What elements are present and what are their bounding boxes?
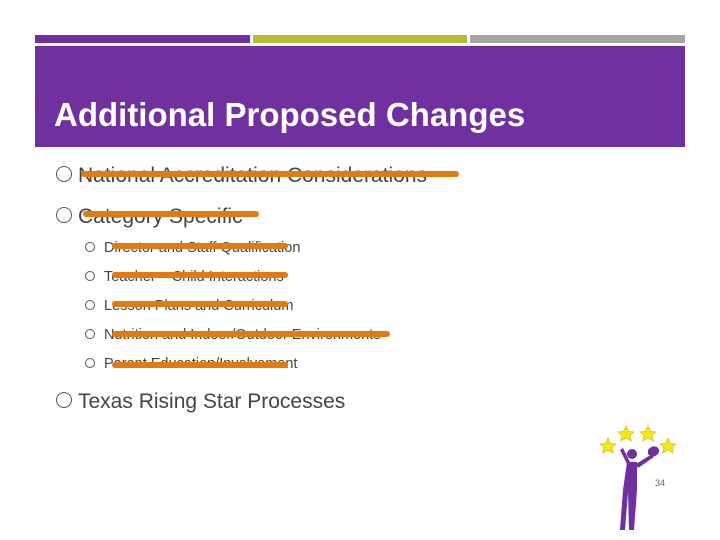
accent-bar-green (253, 35, 467, 43)
list-item: Texas Rising Star Processes (56, 390, 345, 414)
texas-rising-star-figure-icon (599, 425, 677, 530)
bullet-icon (85, 299, 95, 310)
list-item: Category Specific (56, 205, 243, 229)
list-item-text: Texas Rising Star Processes (78, 390, 346, 413)
strikethrough-mark (112, 301, 288, 307)
slide-title: Additional Proposed Changes (54, 96, 526, 133)
accent-bar-gray (470, 35, 685, 43)
bullet-icon (56, 166, 72, 183)
bullet-icon (85, 328, 95, 339)
bullet-icon (85, 241, 95, 252)
accent-bar-purple (35, 35, 250, 43)
strikethrough-mark (81, 171, 459, 177)
strikethrough-mark (112, 272, 288, 278)
strikethrough-mark (112, 243, 288, 249)
title-band (35, 46, 685, 147)
bullet-icon (56, 392, 72, 409)
strikethrough-mark (112, 331, 390, 337)
bullet-icon (85, 357, 95, 368)
strikethrough-mark (83, 211, 259, 217)
bullet-icon (85, 270, 95, 281)
page-number: 34 (655, 478, 666, 488)
strikethrough-mark (112, 362, 288, 368)
bullet-icon (56, 207, 72, 224)
